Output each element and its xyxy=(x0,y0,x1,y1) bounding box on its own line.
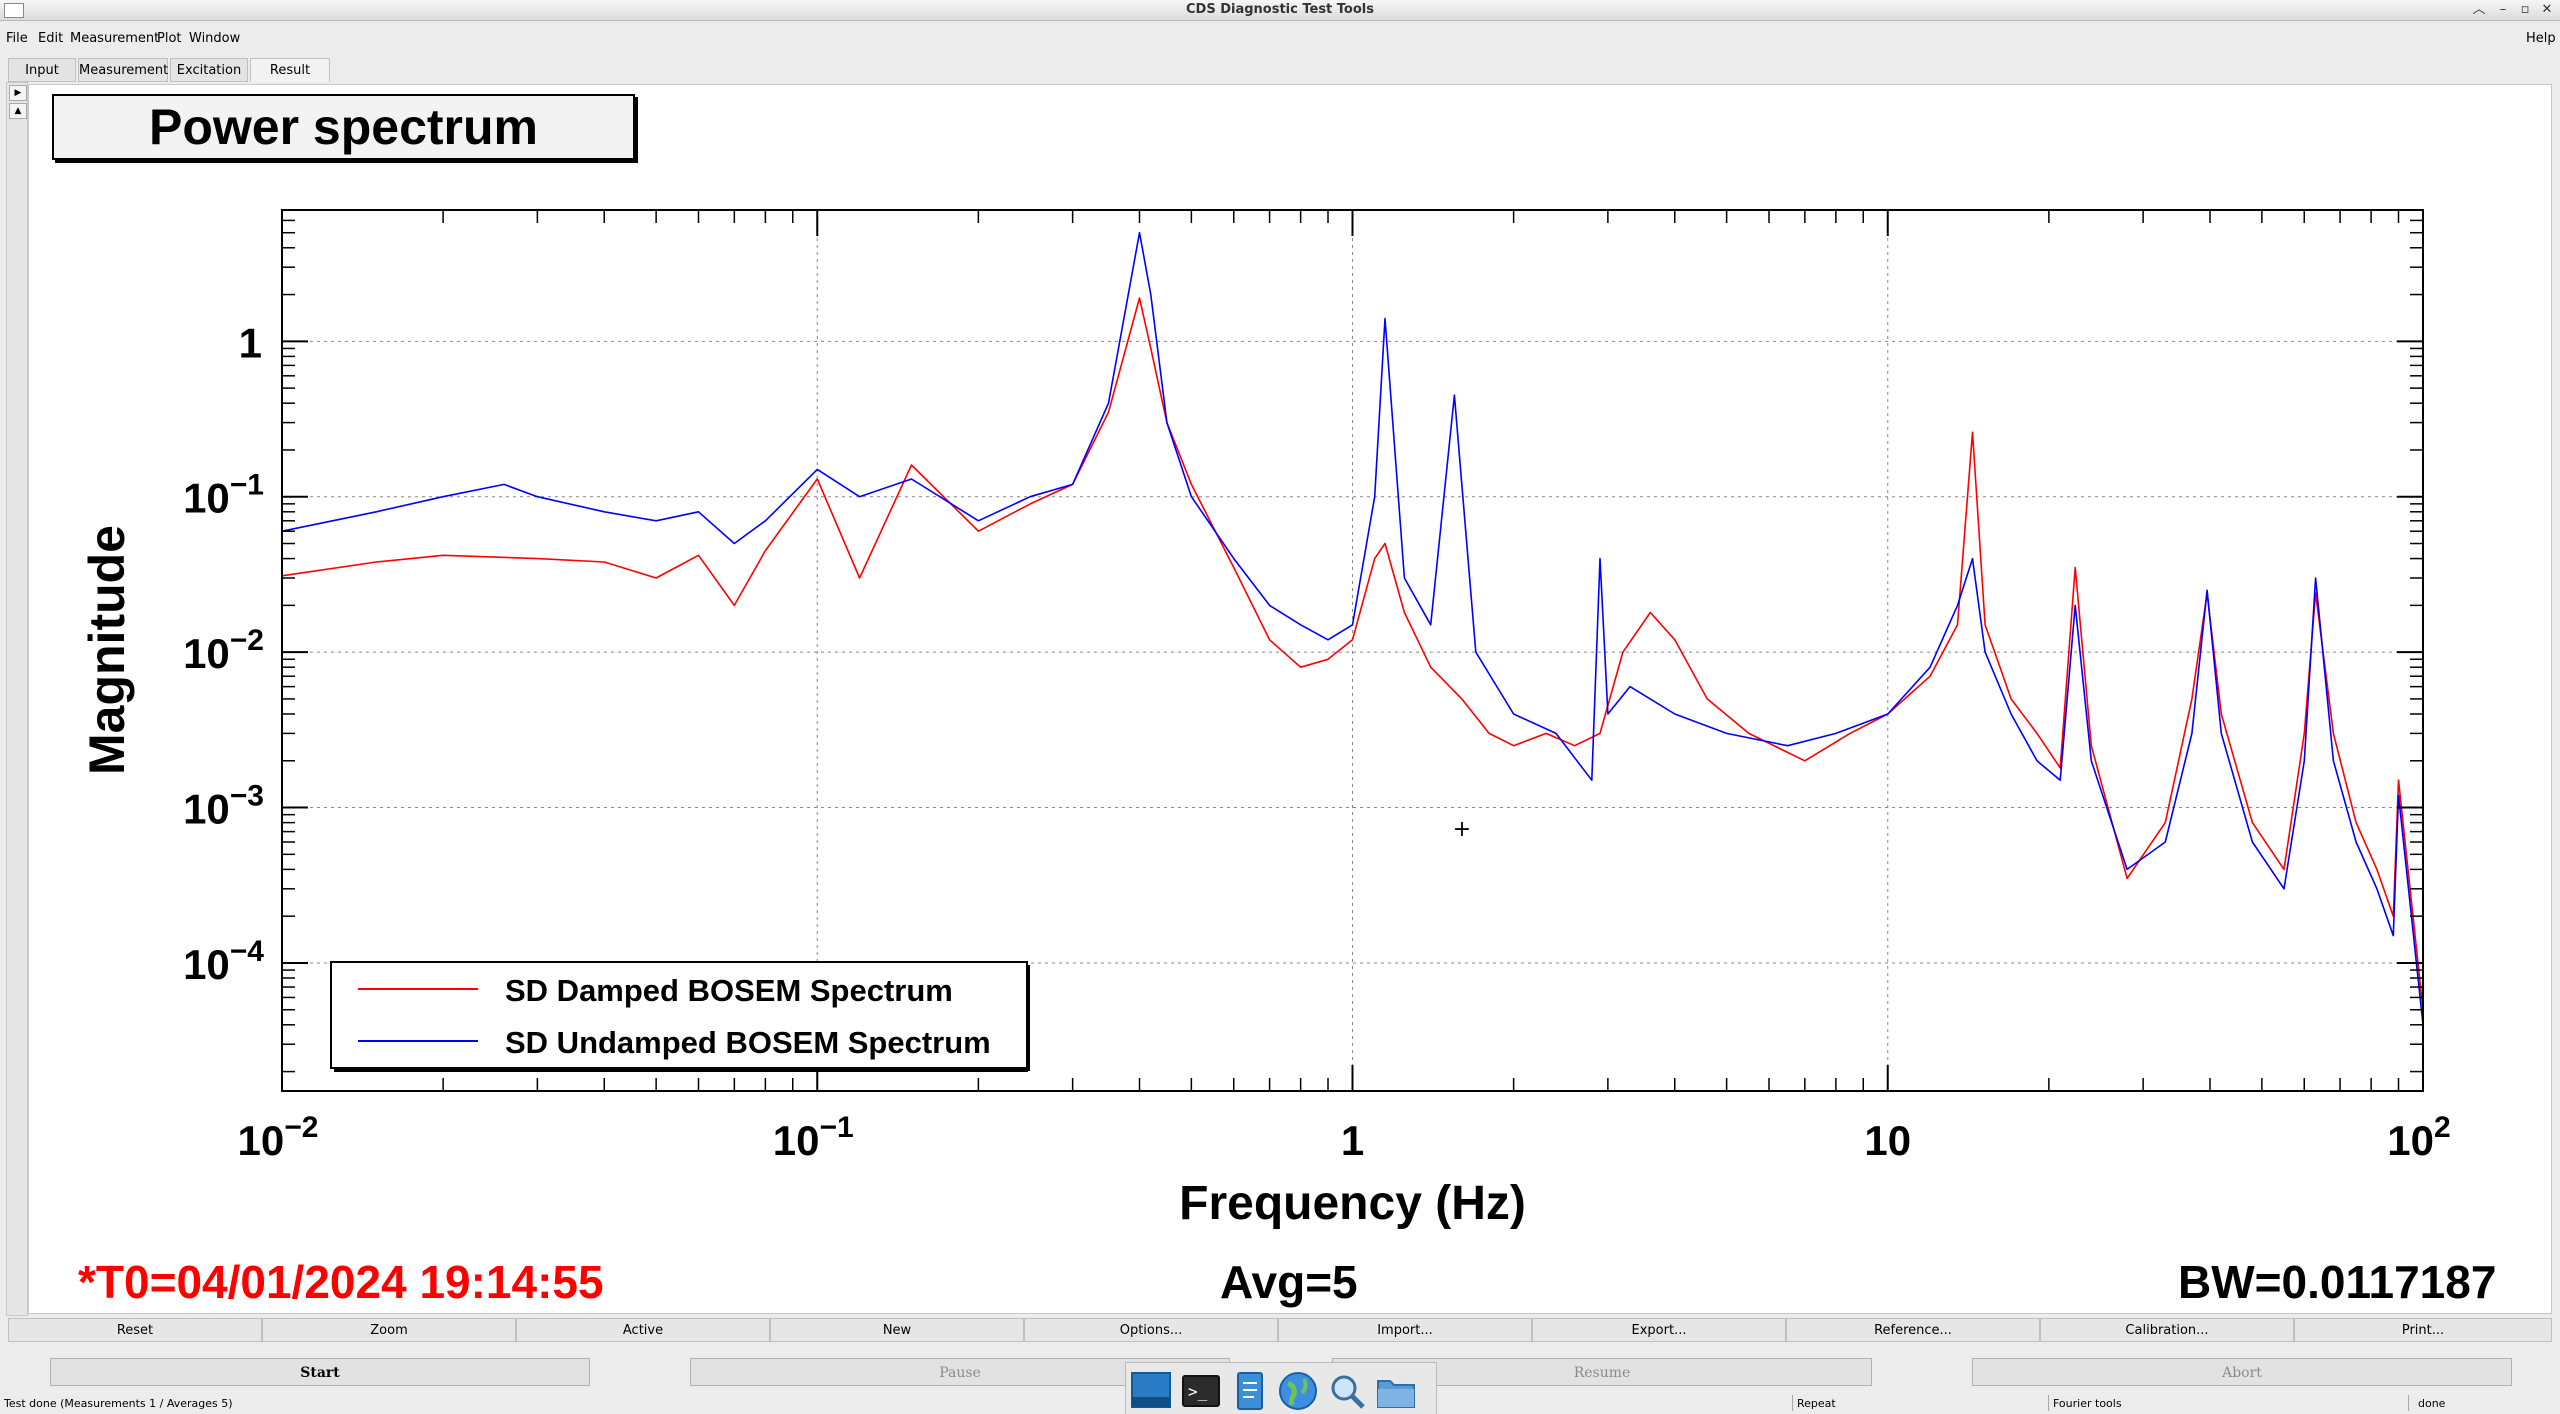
arrow-right-icon[interactable]: ▶ xyxy=(9,85,27,101)
cursor-crosshair: + xyxy=(1453,817,1471,842)
start-button[interactable]: Start xyxy=(50,1358,590,1386)
plot-frame xyxy=(281,209,2424,1092)
arrow-up-icon[interactable]: ▲ xyxy=(9,103,27,119)
y-tick-label: 10−2 xyxy=(183,624,264,677)
y-axis-label: Magnitude xyxy=(79,525,135,775)
new-button[interactable]: New xyxy=(770,1318,1024,1342)
plot-canvas[interactable] xyxy=(28,84,2552,1314)
export-button[interactable]: Export... xyxy=(1532,1318,1786,1342)
menu-plot[interactable]: Plot xyxy=(157,31,182,46)
status-state: done xyxy=(2418,1397,2446,1410)
import-button[interactable]: Import... xyxy=(1278,1318,1532,1342)
menu-window[interactable]: Window xyxy=(189,31,241,46)
legend-label-damped: SD Damped BOSEM Spectrum xyxy=(505,973,953,1008)
grid-lines xyxy=(282,210,2423,1091)
tick-labels: 10−2 10−1 1 10 102 1 10−1 10−2 10−3 10−4 xyxy=(183,319,2451,1164)
print-button[interactable]: Print... xyxy=(2294,1318,2552,1342)
taskbar-dock: >_ xyxy=(1125,1362,1437,1414)
options-button[interactable]: Options... xyxy=(1024,1318,1278,1342)
tab-input[interactable]: Input xyxy=(8,58,76,82)
text-editor-icon[interactable] xyxy=(1230,1371,1270,1411)
status-tools: Fourier tools xyxy=(2053,1397,2122,1410)
browser-icon[interactable] xyxy=(1278,1371,1318,1411)
t0-timestamp: *T0=04/01/2024 19:14:55 xyxy=(78,1256,604,1308)
series-layer xyxy=(281,231,2424,1025)
calibration-button[interactable]: Calibration... xyxy=(2040,1318,2294,1342)
reset-button[interactable]: Reset xyxy=(8,1318,262,1342)
minimize-icon[interactable]: – xyxy=(2499,2,2507,17)
menu-edit[interactable]: Edit xyxy=(38,31,64,46)
menu-help[interactable]: Help xyxy=(2526,31,2556,46)
svg-text:>_: >_ xyxy=(1188,1382,1208,1401)
pad-selector-strip: ▶ ▲ xyxy=(6,82,28,1316)
shade-icon[interactable]: ︿ xyxy=(2472,2,2486,17)
window-titlebar: CDS Diagnostic Test Tools ︿ – ▫ ✕ xyxy=(0,0,2560,21)
legend-label-undamped: SD Undamped BOSEM Spectrum xyxy=(505,1025,991,1060)
axis-ticks xyxy=(281,210,2424,1091)
active-button[interactable]: Active xyxy=(516,1318,770,1342)
window-title: CDS Diagnostic Test Tools xyxy=(1185,2,1374,17)
folder-icon[interactable] xyxy=(1376,1371,1416,1411)
x-tick-label: 102 xyxy=(2387,1111,2450,1164)
x-tick-label: 10−2 xyxy=(238,1111,319,1164)
average-count: Avg=5 xyxy=(1220,1256,1358,1308)
x-tick-label: 10−1 xyxy=(773,1111,854,1164)
status-bar: Test done (Measurements 1 / Averages 5) … xyxy=(0,1393,2560,1413)
menu-file[interactable]: File xyxy=(6,31,28,46)
zoom-button[interactable]: Zoom xyxy=(262,1318,516,1342)
desktop-icon[interactable] xyxy=(1131,1371,1171,1411)
close-icon[interactable]: ✕ xyxy=(2541,2,2553,17)
abort-button[interactable]: Abort xyxy=(1972,1358,2512,1386)
legend: SD Damped BOSEM Spectrum SD Undamped BOS… xyxy=(330,961,1030,1072)
status-repeat: Repeat xyxy=(1797,1397,1836,1410)
reference-button[interactable]: Reference... xyxy=(1786,1318,2040,1342)
x-axis-label: Frequency (Hz) xyxy=(1179,1177,1526,1230)
search-icon[interactable] xyxy=(1327,1371,1367,1411)
series-line-undamped xyxy=(281,231,2424,1025)
main-tabs: Input Measurement Excitation Result xyxy=(0,56,2560,84)
y-tick-label: 10−4 xyxy=(183,935,264,988)
tab-excitation[interactable]: Excitation xyxy=(170,58,248,82)
plot-title: Power spectrum xyxy=(52,94,635,160)
x-tick-label: 10 xyxy=(1864,1117,1911,1164)
bandwidth-readout: BW=0.0117187 xyxy=(2178,1256,2497,1308)
terminal-icon[interactable]: >_ xyxy=(1181,1371,1221,1411)
plot-toolbar: Reset Zoom Active New Options... Import.… xyxy=(6,1316,2554,1344)
maximize-icon[interactable]: ▫ xyxy=(2520,2,2530,17)
y-tick-label: 10−1 xyxy=(183,469,264,522)
tab-measurement[interactable]: Measurement xyxy=(78,58,168,82)
menu-bar: File Edit Measurement Plot Window Help xyxy=(0,28,2560,50)
status-message: Test done (Measurements 1 / Averages 5) xyxy=(4,1397,233,1410)
y-tick-label: 10−3 xyxy=(183,780,264,833)
x-tick-label: 1 xyxy=(1341,1117,1364,1164)
y-tick-label: 1 xyxy=(239,319,262,366)
app-icon xyxy=(4,3,24,18)
menu-measurement[interactable]: Measurement xyxy=(70,31,160,46)
tab-result[interactable]: Result xyxy=(250,58,330,82)
